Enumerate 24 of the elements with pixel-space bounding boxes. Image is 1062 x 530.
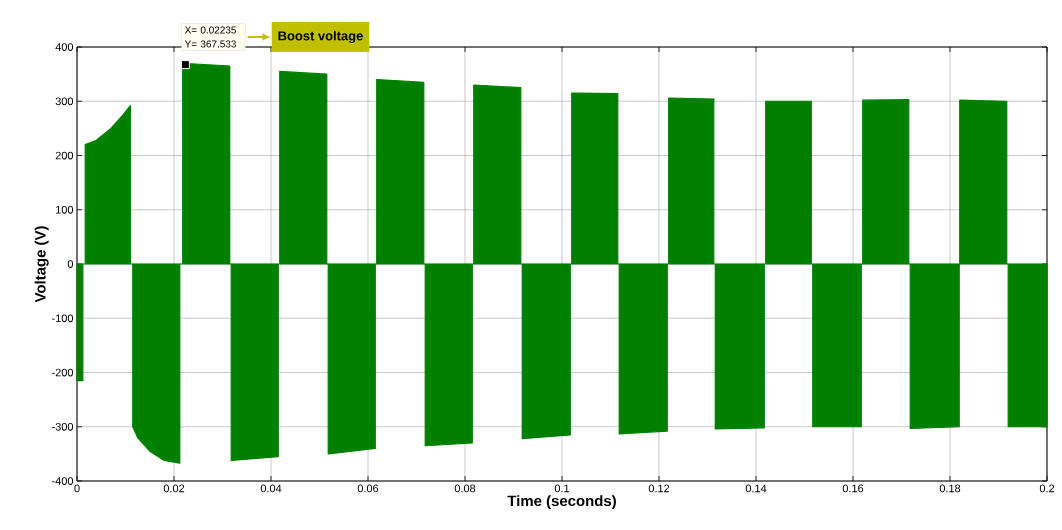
x-tick-label: 0	[74, 484, 80, 493]
y-tick-label: -400	[52, 477, 74, 485]
x-tick-label: 0.16	[842, 484, 864, 493]
text: Boost voltage	[278, 30, 363, 44]
x-axis-title: Time (seconds)	[507, 495, 616, 510]
y-tick-label: -100	[52, 314, 74, 323]
y-tick-label: 0	[67, 260, 74, 268]
x-tick-label: 0.14	[745, 484, 767, 493]
x-tick-label: 0.2	[1039, 484, 1055, 493]
annotation: X= 0.02235 Y= 367.533	[184, 26, 236, 48]
x-tick-label: 0.08	[454, 484, 476, 493]
x-tick-label: 0.1	[554, 484, 570, 493]
y-tick-label: 200	[55, 151, 74, 160]
x-tick-label: 0.02	[163, 484, 185, 493]
y-tick-label: 300	[55, 97, 74, 106]
x-tick-label: 0.04	[260, 484, 282, 493]
y-tick-label: -200	[52, 368, 74, 377]
y-axis-title: Voltage (V)	[34, 226, 49, 303]
y-tick-label: -300	[52, 422, 74, 431]
y-tick-label: 400	[55, 43, 74, 51]
x-tick-label: 0.18	[939, 484, 961, 493]
x-tick-label: 0.12	[648, 484, 670, 493]
y-tick-label: 100	[56, 205, 74, 214]
x-tick-label: 0.06	[357, 484, 379, 493]
